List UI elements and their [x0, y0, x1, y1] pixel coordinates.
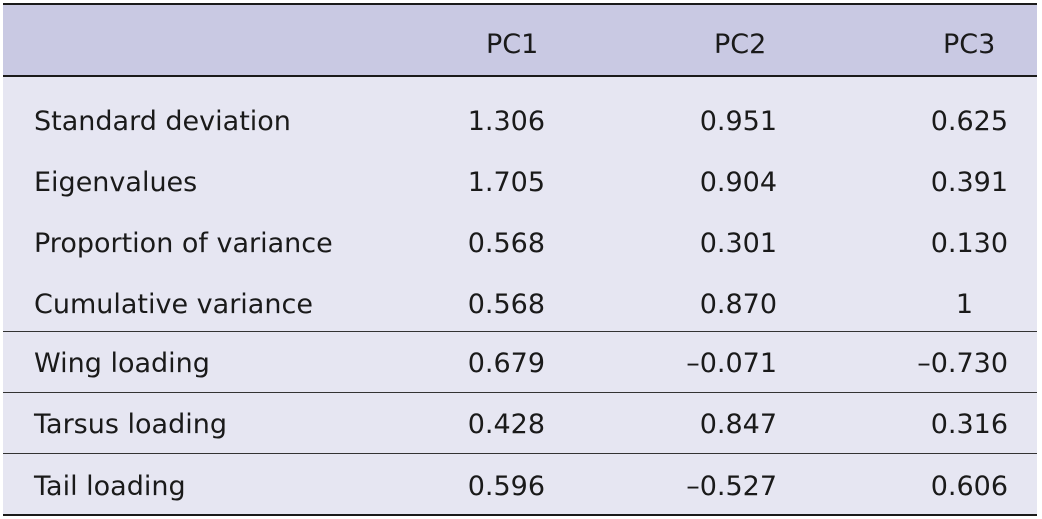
cell-pc3: –0.730: [917, 348, 1008, 379]
table-row: Tarsus loading 0.428 0.847 0.316: [3, 393, 1037, 454]
table-row: Standard deviation 1.306 0.951 0.625: [3, 91, 1037, 152]
cell-pc3: 0.606: [930, 471, 1008, 502]
row-label: Standard deviation: [34, 106, 291, 137]
cell-pc2: 0.847: [699, 409, 777, 440]
row-label: Tarsus loading: [34, 409, 227, 440]
table-row: Wing loading 0.679 –0.071 –0.730: [3, 332, 1037, 393]
cell-pc3: 0.625: [930, 106, 1008, 137]
table-row: Eigenvalues 1.705 0.904 0.391: [3, 152, 1037, 213]
row-label: Eigenvalues: [34, 167, 198, 198]
cell-pc3: 0.130: [930, 228, 1008, 259]
cell-pc1: 1.306: [467, 106, 545, 137]
cell-pc2: 0.951: [699, 106, 777, 137]
row-label: Wing loading: [34, 348, 210, 379]
cell-pc2: 0.904: [699, 167, 777, 198]
row-label: Proportion of variance: [34, 228, 333, 259]
table-header-row: PC1 PC2 PC3: [3, 5, 1037, 77]
row-label: Cumulative variance: [34, 289, 313, 320]
table-row: Cumulative variance 0.568 0.870 1: [3, 274, 1037, 332]
table-row: Proportion of variance 0.568 0.301 0.130: [3, 213, 1037, 274]
cell-pc2: 0.870: [699, 289, 777, 320]
cell-pc1: 1.705: [467, 167, 545, 198]
cell-pc3: 0.391: [930, 167, 1008, 198]
cell-pc1: 0.568: [467, 228, 545, 259]
row-label: Tail loading: [34, 471, 186, 502]
cell-pc1: 0.428: [467, 409, 545, 440]
cell-pc1: 0.596: [467, 471, 545, 502]
header-pc3: PC3: [943, 29, 996, 60]
cell-pc2: –0.527: [686, 471, 777, 502]
cell-pc2: –0.071: [686, 348, 777, 379]
cell-pc3: 0.316: [930, 409, 1008, 440]
header-pc1: PC1: [486, 29, 539, 60]
cell-pc1: 0.568: [467, 289, 545, 320]
cell-pc1: 0.679: [467, 348, 545, 379]
cell-pc2: 0.301: [699, 228, 777, 259]
header-pc2: PC2: [714, 29, 767, 60]
pca-table: PC1 PC2 PC3 Standard deviation 1.306 0.9…: [3, 3, 1037, 516]
cell-pc3: 1: [955, 289, 973, 320]
table-row: Tail loading 0.596 –0.527 0.606: [3, 454, 1037, 515]
